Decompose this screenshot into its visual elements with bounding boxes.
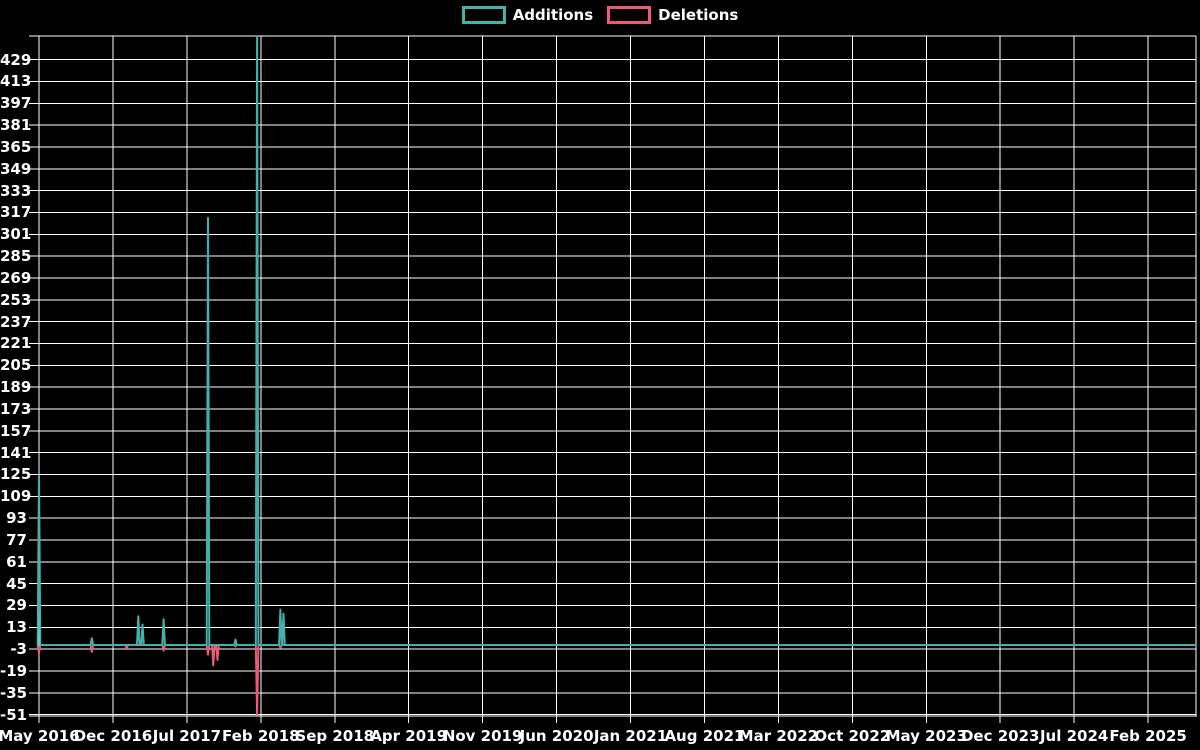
y-axis-label: 221 xyxy=(0,334,32,353)
x-axis-label: Sep 2018 xyxy=(295,727,375,745)
x-axis-label: Oct 2022 xyxy=(814,727,891,745)
x-axis-label: Aug 2021 xyxy=(664,727,745,745)
legend-label-additions: Additions xyxy=(512,6,594,24)
series-line-additions[interactable] xyxy=(36,32,1196,646)
y-axis-label: 173 xyxy=(0,399,32,418)
y-axis-label: -35 xyxy=(0,683,28,702)
x-axis-label: Dec 2016 xyxy=(73,727,153,745)
legend-item-deletions[interactable]: Deletions xyxy=(607,6,738,24)
y-axis-label: 45 xyxy=(6,574,27,593)
y-axis-label: 365 xyxy=(0,137,32,156)
x-axis-label: Apr 2019 xyxy=(370,727,448,745)
x-axis-label: Jul 2024 xyxy=(1039,727,1109,745)
y-axis-label: 205 xyxy=(0,356,32,375)
x-axis-label: Nov 2019 xyxy=(442,727,523,745)
x-axis-label: Dec 2023 xyxy=(960,727,1040,745)
y-axis-label: 29 xyxy=(6,596,27,615)
y-axis-label: -51 xyxy=(0,705,28,724)
x-axis-label: Feb 2018 xyxy=(222,727,300,745)
additions-swatch-icon xyxy=(461,6,506,24)
x-axis-label: Mar 2022 xyxy=(738,727,819,745)
chart-legend: Additions Deletions xyxy=(0,6,1200,24)
x-axis-label: Feb 2025 xyxy=(1109,727,1187,745)
series-lines xyxy=(36,32,1196,716)
y-axis-label: 61 xyxy=(6,552,27,571)
x-axis-label: May 2016 xyxy=(0,727,80,745)
y-axis-label: 333 xyxy=(0,181,32,200)
y-axis-label: 253 xyxy=(0,290,32,309)
y-axis-label: -3 xyxy=(10,640,27,659)
y-axis-label: 125 xyxy=(0,465,32,484)
y-axis-label: 317 xyxy=(0,203,32,222)
y-axis-label: 189 xyxy=(0,378,32,397)
y-axis-label: 397 xyxy=(0,94,32,113)
legend-label-deletions: Deletions xyxy=(658,6,739,24)
y-axis-label: 157 xyxy=(0,421,32,440)
y-axis-label: 77 xyxy=(6,530,27,549)
y-axis-label: 285 xyxy=(0,247,32,266)
y-axis-label: 13 xyxy=(6,618,27,637)
y-axis-label: 381 xyxy=(0,116,32,135)
y-axis-label: 349 xyxy=(0,159,32,178)
series-line-deletions[interactable] xyxy=(36,644,1196,716)
y-axis-label: -19 xyxy=(0,661,28,680)
legend-item-additions[interactable]: Additions xyxy=(461,6,594,24)
x-axis-label: Jun 2020 xyxy=(519,727,594,745)
y-axis-label: 413 xyxy=(0,72,32,91)
y-axis-label: 141 xyxy=(0,443,32,462)
x-axis-label: Jul 2017 xyxy=(152,727,222,745)
y-axis-label: 237 xyxy=(0,312,32,331)
y-axis-label: 93 xyxy=(6,509,27,528)
y-axis-label: 109 xyxy=(0,487,32,506)
gridlines xyxy=(29,35,1197,723)
y-axis-label: 301 xyxy=(0,225,32,244)
y-axis-label: 429 xyxy=(0,50,32,69)
y-axis-label: 269 xyxy=(0,268,32,287)
x-axis-label: May 2023 xyxy=(885,727,967,745)
x-axis-label: Jan 2021 xyxy=(593,727,668,745)
deletions-swatch-icon xyxy=(607,6,652,24)
